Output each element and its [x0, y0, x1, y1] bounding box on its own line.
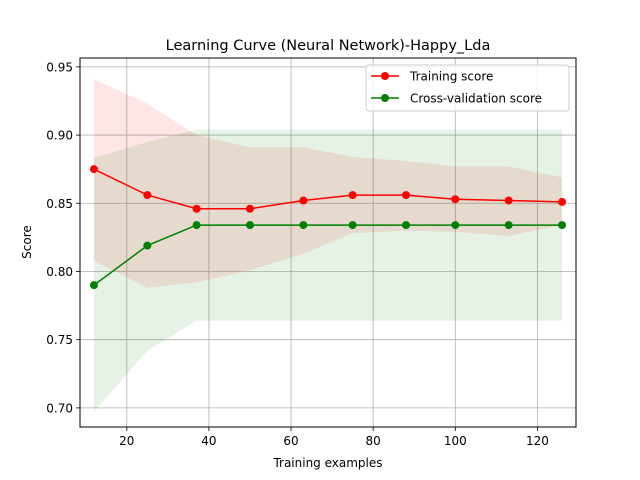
- y-axis-label: Score: [20, 225, 34, 259]
- point-training: [245, 204, 254, 213]
- point-training: [143, 191, 152, 200]
- y-tick-label: 0.90: [46, 129, 73, 143]
- y-tick-label: 0.70: [46, 401, 73, 415]
- point-cv: [245, 221, 254, 230]
- point-cv: [504, 221, 513, 230]
- x-tick-label: 80: [366, 434, 381, 448]
- series-line-cv: [93, 224, 563, 286]
- series-lines: [93, 168, 563, 286]
- legend-marker-training: [381, 72, 389, 80]
- point-training: [348, 191, 357, 200]
- point-training: [451, 195, 460, 204]
- series-markers: [89, 165, 567, 290]
- chart-title: Learning Curve (Neural Network)-Happy_Ld…: [166, 38, 491, 54]
- point-cv: [299, 221, 308, 230]
- band-cv: [93, 129, 563, 412]
- legend-label-cv: Cross-validation score: [410, 92, 542, 106]
- y-tick-label: 0.95: [46, 60, 73, 74]
- axes-frame: [79, 57, 577, 428]
- point-training: [299, 196, 308, 205]
- y-tick-label: 0.85: [46, 197, 73, 211]
- point-training: [504, 196, 513, 205]
- x-tick-label: 60: [283, 434, 298, 448]
- point-cv: [402, 221, 411, 230]
- point-cv: [143, 241, 152, 250]
- x-tick-label: 40: [201, 434, 216, 448]
- axis-ticks: 20 40 60 80 100 120 0.70 0.75 0.80 0.85 0.90 0.95: [46, 60, 549, 448]
- grid: [80, 58, 576, 427]
- point-training: [402, 191, 411, 200]
- y-tick-label: 0.80: [46, 265, 73, 279]
- series-line-training: [93, 168, 563, 210]
- y-tick-label: 0.75: [46, 333, 73, 347]
- point-training: [89, 165, 98, 174]
- point-cv: [348, 221, 357, 230]
- point-cv: [89, 281, 98, 290]
- point-training: [192, 204, 201, 213]
- point-cv: [192, 221, 201, 230]
- x-axis-label: Training examples: [272, 456, 382, 470]
- confidence-bands: [93, 79, 563, 412]
- x-tick-label: 20: [119, 434, 134, 448]
- legend-box: [365, 64, 570, 112]
- point-cv: [558, 221, 567, 230]
- legend: Training score Cross-validation score: [365, 64, 570, 112]
- point-training: [558, 197, 567, 206]
- x-tick-label: 100: [444, 434, 467, 448]
- band-training: [93, 79, 563, 288]
- x-tick-label: 120: [526, 434, 549, 448]
- point-cv: [451, 221, 460, 230]
- legend-marker-cv: [381, 94, 389, 102]
- legend-label-training: Training score: [409, 70, 493, 84]
